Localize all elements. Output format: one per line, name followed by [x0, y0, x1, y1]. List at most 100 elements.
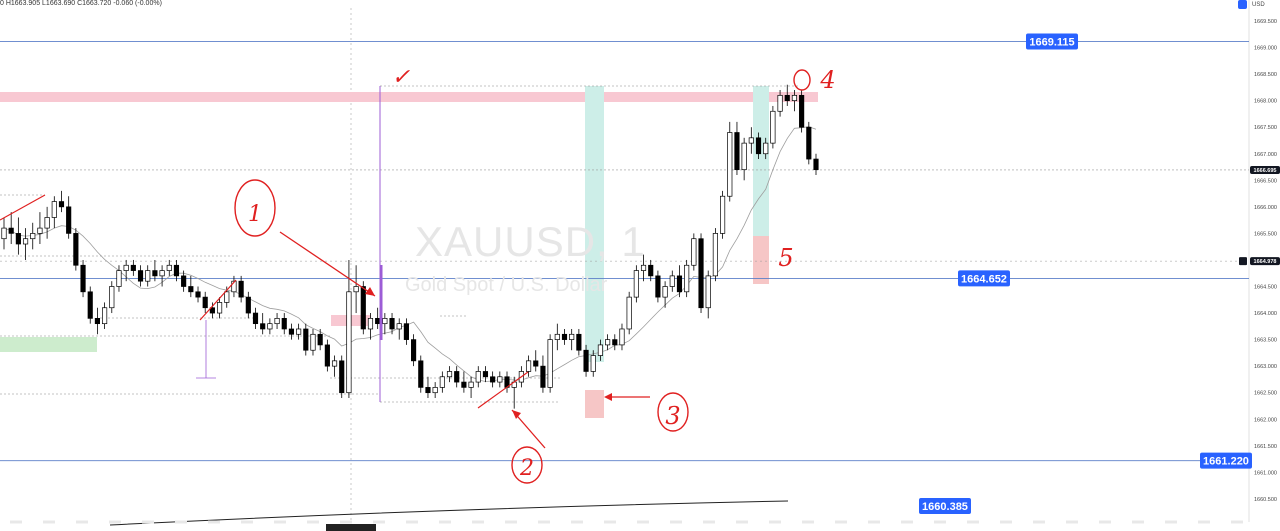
candle-body: [497, 376, 503, 383]
candle-body: [288, 328, 295, 335]
candle-body: [44, 217, 50, 229]
y-tick-label: 1668.500: [1254, 72, 1277, 78]
trend-line-1: [0, 194, 46, 221]
candle-body: [411, 339, 417, 362]
candle-body: [763, 142, 769, 155]
candle-body: [640, 264, 647, 271]
candle-body: [633, 270, 639, 298]
candle-body: [425, 387, 431, 394]
candle-body: [468, 381, 474, 388]
annotation-two: 2: [519, 456, 534, 481]
candle-body: [619, 328, 625, 346]
candle-body: [346, 291, 352, 394]
candle-body: [748, 137, 754, 144]
candle-body: [353, 286, 359, 293]
candle-body: [403, 323, 409, 340]
candle-body: [490, 376, 496, 383]
level-label-1664-652-bg: [958, 270, 1010, 287]
y-tick-label: 1660.500: [1254, 497, 1277, 503]
y-tick-label: 1661.500: [1254, 444, 1277, 450]
candle-body: [482, 371, 489, 378]
y-tick-label: 1667.500: [1254, 125, 1277, 131]
candle-body: [202, 296, 208, 309]
candle-body: [583, 349, 589, 372]
teal-zone-b: [753, 86, 769, 236]
candle-body: [181, 275, 187, 287]
current-price-label-bg: [1250, 165, 1280, 174]
candle-body: [331, 360, 338, 367]
support-zone: [0, 337, 97, 352]
candle-body: [66, 206, 72, 234]
candle-body: [130, 264, 136, 271]
candle-body: [51, 201, 57, 218]
candle-body: [94, 318, 100, 325]
watermark-description: Gold Spot / U.S. Dollar: [405, 274, 608, 296]
candle-body: [612, 339, 618, 346]
currency-label: USD: [1252, 2, 1265, 8]
candle-body: [547, 339, 553, 388]
y-tick-label: 1669.000: [1254, 46, 1277, 52]
candle-body: [109, 286, 115, 309]
y-tick-label: 1669.500: [1254, 19, 1277, 25]
candle-body: [8, 227, 14, 234]
candle-body: [662, 286, 668, 298]
trend-line-2: [199, 279, 237, 321]
candle-body: [741, 142, 747, 171]
candle-body: [432, 387, 438, 394]
candle-body: [252, 312, 259, 325]
candle-body: [73, 233, 79, 266]
candle-body: [554, 333, 560, 340]
level-label-1669-115: 1669.115: [1029, 36, 1074, 48]
y-tick-label: 1666.000: [1254, 205, 1277, 211]
candle-body: [30, 233, 36, 240]
candle-body: [576, 333, 582, 351]
circle-3: [657, 392, 689, 432]
annotation-five: 5: [778, 244, 793, 272]
candle-body: [173, 264, 180, 277]
crosshair-time-label: [326, 524, 376, 531]
candle-body: [152, 270, 158, 277]
candle-body: [238, 280, 244, 298]
candle-body: [755, 137, 762, 155]
candle-body: [770, 110, 776, 144]
annotation-four: 4: [819, 66, 835, 94]
candle-body: [799, 94, 805, 128]
candle-body: [533, 360, 539, 367]
candle-body: [684, 264, 690, 293]
candle-body: [58, 201, 65, 208]
y-tick-label: 1666.500: [1254, 178, 1277, 184]
currency-icon[interactable]: [1238, 0, 1247, 9]
candle-body: [605, 339, 611, 346]
candle-body: [145, 270, 151, 282]
arrow-1: [279, 231, 376, 297]
candle-body: [439, 376, 445, 388]
candle-body: [597, 344, 604, 356]
candle-body: [22, 238, 29, 245]
arrow-1-head: [365, 287, 375, 296]
candle-body: [37, 227, 43, 234]
candle-body: [569, 333, 575, 340]
candle-body: [281, 318, 287, 330]
candle-body: [274, 318, 280, 325]
candle-body: [159, 270, 165, 277]
candle-body: [231, 280, 237, 293]
level-label-1660-385-bg: [919, 498, 971, 514]
teal-zone-a: [585, 86, 604, 362]
level-label-1660-385: 1660.385: [922, 501, 968, 513]
candle-body: [777, 94, 783, 112]
candle-body: [317, 333, 323, 346]
candle-body: [382, 318, 388, 325]
y-tick-label: 1662.500: [1254, 391, 1277, 397]
candle-body: [734, 132, 740, 171]
candle-body: [367, 318, 374, 330]
candle-body: [698, 238, 704, 309]
candle-body: [454, 371, 460, 383]
candle-body: [224, 291, 230, 303]
candle-body: [87, 291, 93, 319]
level-label-1661-220-bg: [1200, 452, 1252, 469]
candle-body: [296, 328, 302, 335]
candle-body: [676, 275, 683, 293]
candle-body: [791, 94, 798, 101]
candle-body: [360, 286, 366, 330]
